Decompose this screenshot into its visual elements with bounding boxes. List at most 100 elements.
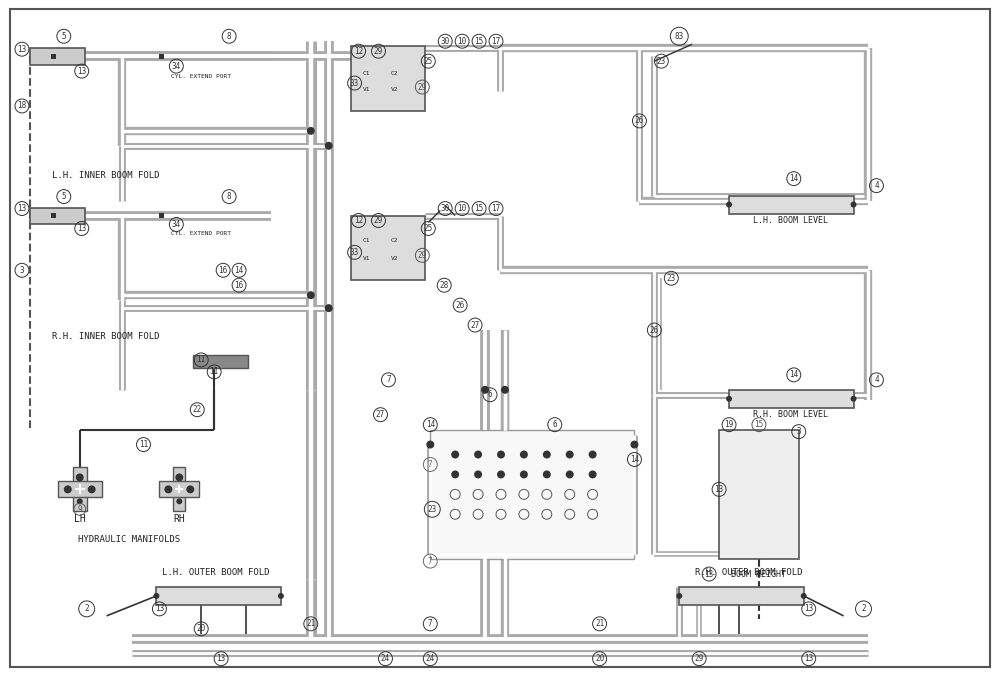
Bar	[193, 355, 248, 368]
Circle shape	[307, 291, 315, 299]
Text: R.H. OUTER BOOM FOLD: R.H. OUTER BOOM FOLD	[695, 568, 803, 577]
Bar	[173, 468, 185, 511]
Text: 13: 13	[714, 485, 724, 494]
Bar	[719, 430, 799, 559]
Text: 29: 29	[418, 251, 427, 260]
Text: 13: 13	[804, 654, 813, 663]
Text: BOOM HEIGHT: BOOM HEIGHT	[731, 569, 786, 579]
Text: C1: C1	[363, 70, 370, 76]
Text: 6: 6	[552, 420, 557, 429]
Text: 13: 13	[804, 604, 813, 613]
Text: 26: 26	[635, 116, 644, 125]
Text: 16: 16	[219, 266, 228, 274]
Text: 20: 20	[595, 654, 604, 663]
Circle shape	[77, 498, 83, 504]
Text: 23: 23	[667, 274, 676, 283]
Circle shape	[501, 386, 509, 393]
Text: 11: 11	[197, 356, 206, 364]
Bar	[159, 53, 164, 59]
Text: 25: 25	[424, 57, 433, 66]
Circle shape	[164, 485, 172, 493]
Text: 15: 15	[754, 420, 764, 429]
Circle shape	[520, 450, 528, 458]
Text: 25: 25	[424, 224, 433, 233]
Text: C2: C2	[390, 70, 398, 76]
Bar	[351, 216, 425, 281]
Text: 8: 8	[227, 32, 231, 41]
Bar	[51, 213, 56, 218]
Text: 5: 5	[61, 32, 66, 41]
Text: 23: 23	[428, 505, 437, 514]
Circle shape	[76, 473, 84, 481]
Text: 12: 12	[354, 216, 363, 225]
Text: 9: 9	[77, 505, 82, 514]
Text: 17: 17	[491, 37, 501, 46]
Circle shape	[278, 593, 284, 599]
Text: L.H. BOOM LEVEL: L.H. BOOM LEVEL	[753, 216, 828, 225]
Text: 17: 17	[491, 204, 501, 213]
Text: 4: 4	[874, 375, 879, 385]
Circle shape	[307, 127, 315, 135]
Text: 12: 12	[354, 47, 363, 55]
Text: 14: 14	[789, 174, 798, 183]
Text: 14: 14	[426, 420, 435, 429]
Text: L.H. INNER BOOM FOLD: L.H. INNER BOOM FOLD	[52, 171, 159, 180]
Text: 33: 33	[350, 78, 359, 88]
Bar	[30, 208, 85, 224]
Circle shape	[726, 395, 732, 402]
Text: 27: 27	[470, 320, 480, 330]
Circle shape	[186, 485, 194, 493]
Text: 30: 30	[441, 204, 450, 213]
Circle shape	[543, 450, 551, 458]
Text: 10: 10	[458, 37, 467, 46]
Circle shape	[153, 593, 159, 599]
Text: 2: 2	[861, 604, 866, 613]
Text: 29: 29	[374, 216, 383, 225]
Text: 26: 26	[456, 301, 465, 310]
Text: 15: 15	[474, 37, 484, 46]
Circle shape	[325, 142, 333, 150]
Text: 4: 4	[874, 181, 879, 190]
Circle shape	[88, 485, 96, 493]
Bar	[58, 481, 102, 498]
Text: 13: 13	[705, 569, 714, 579]
Text: 13: 13	[217, 654, 226, 663]
Circle shape	[566, 470, 574, 479]
Bar	[159, 213, 164, 218]
Text: 29: 29	[418, 82, 427, 91]
Text: 34: 34	[172, 62, 181, 70]
Text: 28: 28	[440, 281, 449, 290]
Text: C1: C1	[363, 238, 370, 243]
Text: V2: V2	[390, 87, 398, 91]
Text: 13: 13	[155, 604, 164, 613]
Text: 21: 21	[595, 619, 604, 628]
Text: V1: V1	[363, 87, 370, 91]
Text: C2: C2	[390, 238, 398, 243]
Text: R.H. INNER BOOM FOLD: R.H. INNER BOOM FOLD	[52, 331, 159, 341]
Text: 13: 13	[77, 224, 86, 233]
Circle shape	[630, 441, 638, 449]
Text: 10: 10	[458, 204, 467, 213]
Text: 22: 22	[193, 405, 202, 414]
Text: 26: 26	[650, 326, 659, 335]
Text: 8: 8	[227, 192, 231, 201]
Text: 20: 20	[197, 625, 206, 633]
Circle shape	[176, 498, 182, 504]
Circle shape	[676, 593, 682, 599]
Bar	[729, 195, 854, 214]
Text: 29: 29	[695, 654, 704, 663]
Bar	[430, 430, 634, 559]
Circle shape	[851, 395, 857, 402]
Bar	[729, 390, 854, 408]
Text: L.H. OUTER BOOM FOLD: L.H. OUTER BOOM FOLD	[162, 568, 270, 577]
Circle shape	[520, 470, 528, 479]
Text: 14: 14	[789, 370, 798, 379]
Bar	[679, 587, 804, 605]
Text: CYL. EXTEND PORT: CYL. EXTEND PORT	[171, 74, 231, 78]
Text: 24: 24	[381, 654, 390, 663]
Circle shape	[474, 470, 482, 479]
Text: 30: 30	[441, 37, 450, 46]
Circle shape	[589, 450, 597, 458]
Circle shape	[566, 450, 574, 458]
Text: 23: 23	[657, 57, 666, 66]
